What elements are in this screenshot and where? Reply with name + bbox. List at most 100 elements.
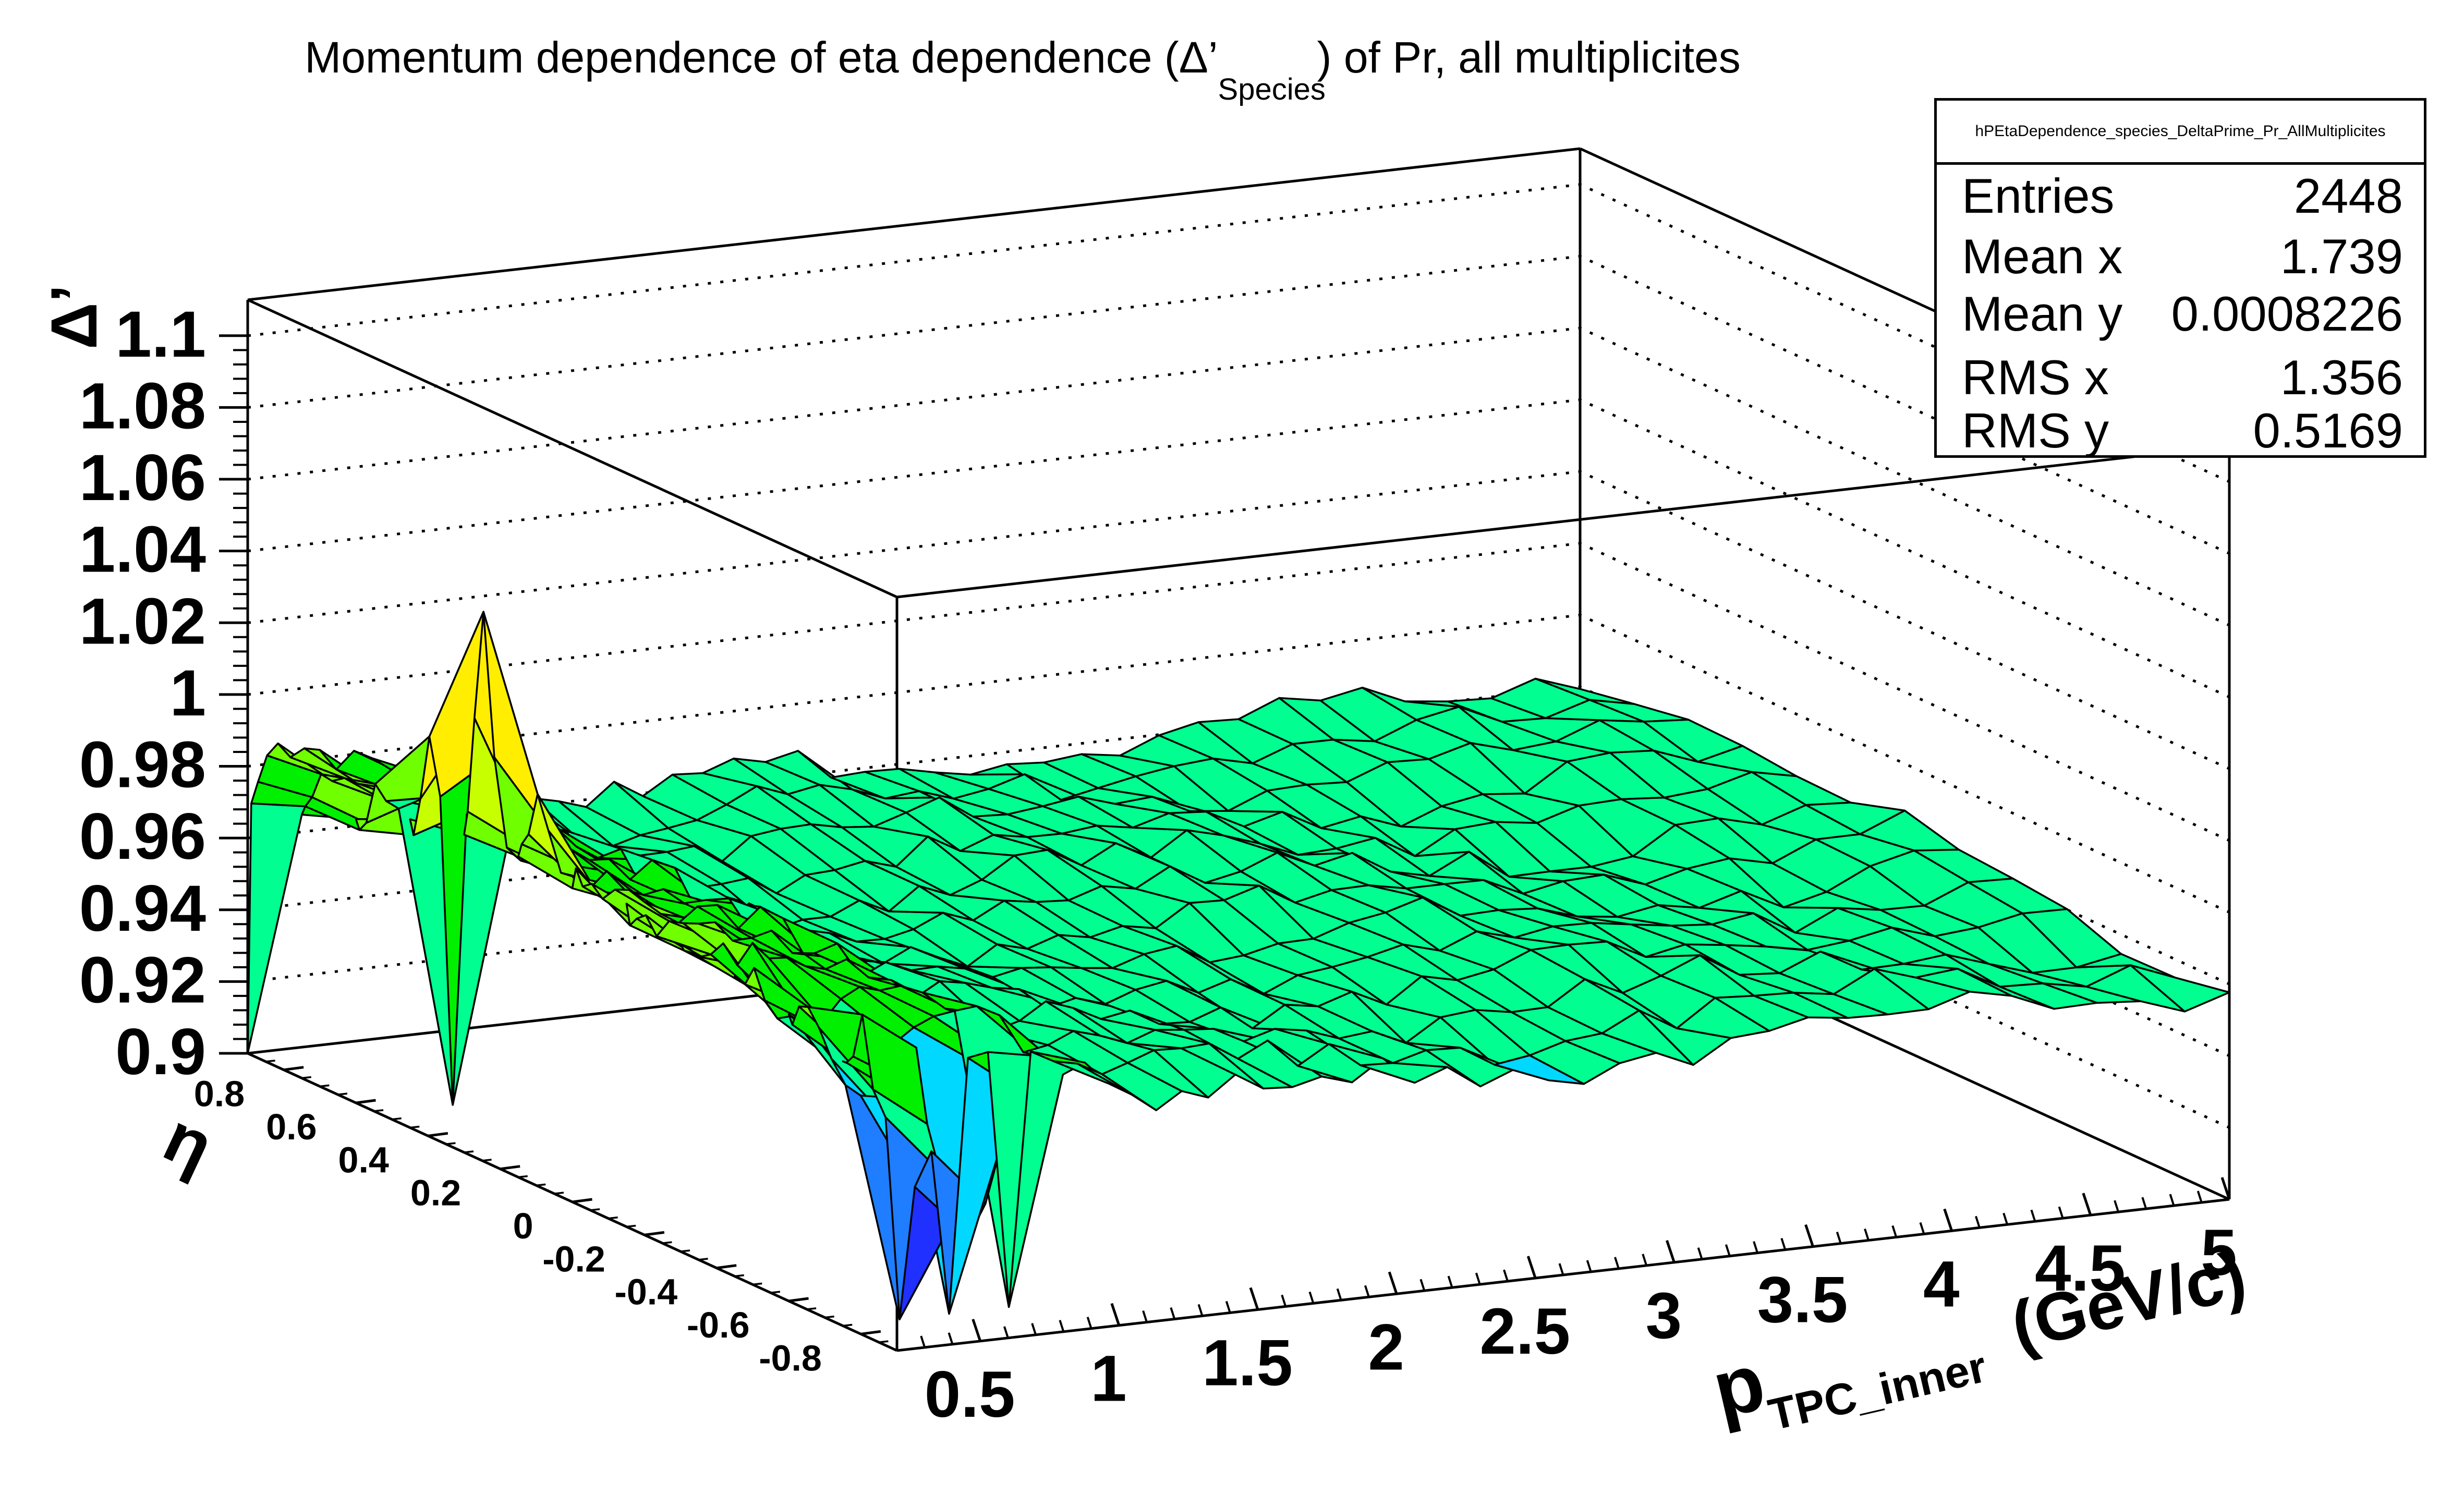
eta-minor-tick — [626, 1224, 636, 1228]
eta-minor-tick — [500, 1166, 510, 1170]
eta-tick-label: -0.6 — [687, 1305, 750, 1345]
z-tick-label: 1 — [169, 657, 206, 730]
x-minor-tick — [1253, 1297, 1259, 1310]
eta-tick-label: 0.4 — [338, 1139, 389, 1180]
x-tick-label: 0.5 — [925, 1358, 1015, 1431]
x-minor-tick — [2196, 1190, 2203, 1203]
eta-minor-tick — [843, 1323, 853, 1327]
x-minor-tick — [1669, 1250, 1676, 1263]
eta-minor-tick — [896, 1348, 907, 1352]
plot-title: Momentum dependence of eta dependence (Δ… — [0, 32, 2045, 107]
x-minor-tick — [1642, 1254, 1648, 1266]
x-minor-tick — [2058, 1206, 2064, 1219]
x-tick-label: 4 — [1923, 1248, 1960, 1320]
x-tick-label: 5 — [2201, 1217, 2237, 1289]
x-minor-tick — [2141, 1197, 2147, 1209]
x-minor-tick — [1197, 1304, 1204, 1317]
x-tick-label: 1.5 — [1202, 1327, 1293, 1399]
eta-minor-tick — [752, 1282, 762, 1286]
x-minor-tick — [1142, 1310, 1148, 1323]
eta-minor-tick — [879, 1340, 889, 1343]
eta-minor-tick — [265, 1060, 275, 1063]
x-tick-label: 1 — [1090, 1343, 1127, 1415]
eta-minor-tick — [337, 1092, 348, 1096]
x-minor-tick — [1336, 1288, 1342, 1300]
x-minor-tick — [1558, 1263, 1564, 1275]
x-minor-tick — [1031, 1323, 1037, 1335]
z-tick-label: 1.04 — [79, 514, 206, 586]
x-minor-tick — [1891, 1225, 1898, 1238]
stats-box: hPEtaDependence_species_DeltaPrime_Pr_Al… — [1934, 98, 2426, 458]
z-tick-label: 0.94 — [79, 872, 206, 945]
gridline — [247, 613, 2230, 914]
eta-minor-tick — [356, 1101, 366, 1104]
eta-minor-tick — [428, 1134, 438, 1137]
z-tick-label: 1.1 — [115, 298, 206, 371]
z-tick-label: 1.06 — [79, 442, 206, 514]
x-minor-tick — [1170, 1307, 1176, 1320]
x-minor-tick — [1780, 1238, 1787, 1250]
x-minor-tick — [1586, 1260, 1592, 1272]
gridline — [247, 398, 2230, 698]
x-minor-tick — [1836, 1231, 1842, 1244]
surface-cell — [2129, 964, 2230, 1013]
x-minor-tick — [1753, 1241, 1759, 1254]
x-minor-tick — [2030, 1209, 2036, 1222]
eta-minor-tick — [464, 1150, 474, 1153]
eta-tick-label: 0.6 — [266, 1107, 317, 1147]
x-minor-tick — [1419, 1279, 1426, 1291]
x-minor-tick — [1919, 1222, 1925, 1235]
surface-cell — [247, 802, 307, 1054]
eta-minor-tick — [734, 1274, 744, 1278]
eta-minor-tick — [392, 1117, 402, 1121]
gridline — [247, 254, 2230, 555]
front-top-edge — [896, 444, 2230, 599]
title-end: ) of Pr, all multiplicites — [1317, 33, 1741, 82]
x-tick-label: 3.5 — [1757, 1264, 1848, 1336]
x-minor-tick — [1364, 1285, 1370, 1297]
x-minor-tick — [1003, 1326, 1009, 1339]
back-top-edge — [247, 147, 1581, 301]
x-minor-tick — [1614, 1257, 1620, 1269]
x-minor-tick — [1808, 1235, 1814, 1247]
x-minor-tick — [1975, 1216, 1981, 1228]
eta-minor-tick — [518, 1175, 528, 1178]
eta-minor-tick — [662, 1241, 672, 1244]
x-tick-label: 4.5 — [2035, 1232, 2126, 1305]
x-minor-tick — [1447, 1275, 1453, 1288]
eta-minor-tick — [716, 1266, 726, 1269]
y-axis: 0.8 0.6 0.4 0.2 0-0.2-0.4-0.6-0.8 — [194, 1060, 907, 1378]
x-minor-tick — [1281, 1294, 1287, 1307]
stats-row-rms-x: RMS x 1.356 — [1962, 350, 2403, 405]
x-minor-tick — [1392, 1282, 1398, 1294]
z-tick-label: 0.98 — [79, 729, 206, 801]
x-minor-tick — [1725, 1244, 1731, 1257]
x-axis: 0.5 1 1.5 2 2.5 3 3.5 4 4.5 5 — [920, 1177, 2237, 1431]
z-tick-label: 0.92 — [79, 944, 206, 1016]
z-tick-label: 1.02 — [79, 585, 206, 658]
eta-minor-tick — [590, 1208, 600, 1211]
eta-minor-tick — [680, 1249, 690, 1253]
eta-minor-tick — [770, 1291, 781, 1294]
x-minor-tick — [2085, 1203, 2092, 1216]
eta-minor-tick — [644, 1233, 654, 1236]
x-minor-tick — [1059, 1320, 1065, 1332]
stats-row-rms-y: RMS y 0.5169 — [1962, 403, 2403, 458]
x-minor-tick — [948, 1332, 954, 1345]
left-top-edge — [247, 298, 898, 599]
title-subscript: Species — [1218, 72, 1326, 107]
eta-tick-label: 0.8 — [194, 1074, 245, 1114]
eta-tick-label: -0.4 — [615, 1272, 678, 1312]
x-minor-tick — [2114, 1200, 2119, 1212]
eta-minor-tick — [788, 1299, 798, 1302]
eta-minor-tick — [698, 1258, 708, 1261]
x-minor-tick — [1864, 1228, 1870, 1241]
eta-minor-tick — [320, 1084, 330, 1088]
eta-minor-tick — [824, 1315, 834, 1319]
z-axis-title: Δ’ — [38, 284, 111, 349]
gridline — [247, 542, 2230, 842]
eta-minor-tick — [536, 1183, 546, 1187]
eta-tick-label: -0.2 — [542, 1238, 605, 1279]
eta-minor-tick — [301, 1076, 311, 1079]
